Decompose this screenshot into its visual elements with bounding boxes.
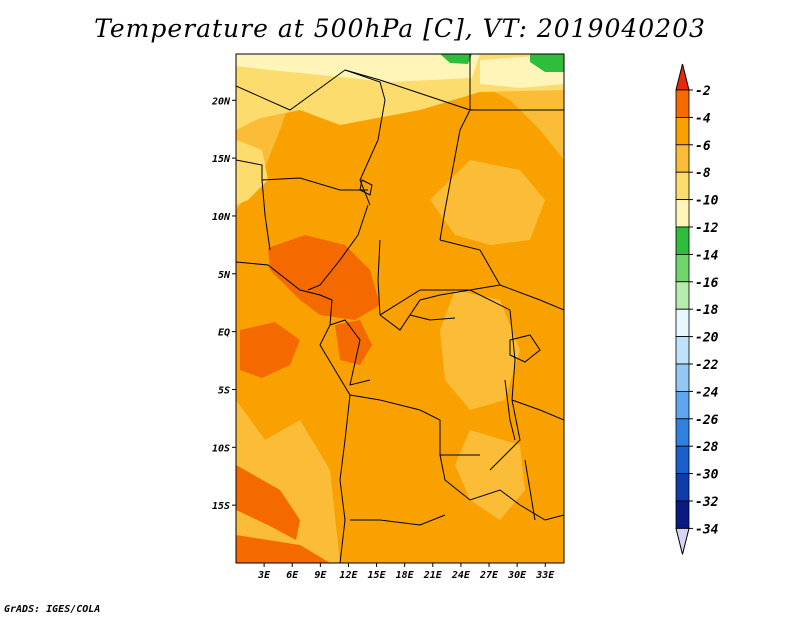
- field-region-12to14: [440, 54, 472, 64]
- colorbar-label: -30: [695, 468, 719, 483]
- lake-victoria: [509, 334, 541, 363]
- border-libya-chad: [344, 54, 471, 111]
- colorbar-label: -2: [695, 84, 711, 99]
- border-sudan-chad: [439, 109, 471, 241]
- x-tick-label: 18E: [396, 570, 415, 581]
- colorbar-swatch: [675, 144, 690, 173]
- colorbar-swatch: [675, 390, 690, 420]
- lake-tanganyika: [504, 379, 516, 441]
- field-region-2to4-equator: [240, 322, 300, 378]
- axes: 3E 6E 9E 12E 15E 18E 21E 24E 27E 30E 33E 20N 15N 10N 5…: [211, 96, 555, 581]
- y-tick-label: 15S: [212, 501, 230, 512]
- colorbar-swatch: [675, 336, 690, 365]
- y-tick-label: 20N: [211, 96, 231, 107]
- border-niger-nigeria: [261, 177, 368, 191]
- border-zambia: [439, 454, 521, 506]
- border-south-sudan-ethiopia: [499, 284, 564, 311]
- lake-malawi: [524, 459, 536, 521]
- river-congo: [409, 314, 456, 321]
- colorbar-label: -32: [695, 495, 719, 510]
- colorbar-label: -26: [695, 413, 719, 428]
- border-drc-north: [379, 289, 511, 331]
- grads-credit: GrADS: IGES/COLA: [4, 604, 101, 615]
- chart-title: Temperature at 500hPa [C], VT: 201904020…: [94, 14, 706, 43]
- field-region-2to4-southwest: [236, 535, 330, 563]
- colorbar-label: -12: [695, 221, 719, 236]
- colorbar-swatch: [675, 199, 690, 228]
- colorbar-swatch: [675, 308, 690, 338]
- plot-frame: [235, 53, 565, 564]
- x-tick-label: 30E: [507, 570, 527, 581]
- colorbar-swatch: [675, 171, 690, 200]
- colorbar-label: -16: [695, 276, 719, 291]
- field-region-2to4-west: [268, 235, 380, 320]
- x-tick-label: 6E: [286, 570, 299, 581]
- field-region-2to4-interior: [335, 320, 372, 365]
- colorbar-bottom-arrow: [675, 527, 690, 555]
- colorbar-swatch: [675, 445, 690, 475]
- colorbar-label: -22: [695, 358, 719, 373]
- colorbar-swatch: [675, 226, 690, 255]
- x-tick-label: 24E: [451, 570, 471, 581]
- x-tick-label: 12E: [339, 570, 358, 581]
- coastline-gulf: [236, 261, 351, 563]
- colorbar-label: -14: [695, 248, 719, 263]
- border-angola-south: [350, 514, 446, 526]
- border-nigeria-cameroon: [307, 204, 369, 291]
- colorbar-label: -6: [695, 139, 711, 154]
- border-benin-togo: [261, 179, 271, 251]
- colorbar-label: -28: [695, 440, 719, 455]
- field-region-12to14-northeast: [530, 54, 564, 72]
- colorbar-swatch: [675, 418, 690, 447]
- colorbar-label: -18: [695, 303, 719, 318]
- field-region-2to4-coast: [236, 465, 300, 540]
- y-tick-label: 15N: [212, 154, 231, 165]
- field-region-6to8-east: [430, 160, 545, 245]
- lake-chad: [359, 179, 373, 196]
- colorbar-label: -20: [695, 331, 719, 346]
- colorbar-label: -34: [695, 522, 719, 537]
- colorbar-label: -4: [695, 111, 711, 126]
- field-region-6to8-central: [440, 290, 520, 410]
- border-tanzania: [511, 399, 564, 421]
- temperature-field: [236, 54, 564, 563]
- x-tick-label: 33E: [535, 570, 555, 581]
- colorbar-label: -24: [695, 385, 719, 400]
- colorbar-swatch: [675, 253, 690, 283]
- colorbar-swatch: [675, 363, 690, 392]
- y-tick-label: 5N: [218, 270, 231, 281]
- x-tick-label: 21E: [423, 570, 443, 581]
- colorbar-swatch: [675, 473, 690, 502]
- colorbar-swatch: [675, 117, 690, 146]
- colorbar-swatch: [675, 281, 690, 310]
- colorbar-swatch: [675, 500, 690, 529]
- x-tick-label: 27E: [479, 570, 499, 581]
- y-tick-label: 5S: [218, 385, 230, 396]
- border-gabon-congo: [329, 319, 371, 386]
- y-tick-label: 10N: [212, 212, 231, 223]
- border-mozambique: [519, 504, 564, 521]
- colorbar: -2 -4 -6 -8 -10 -12 -14 -16 -18 -20 -22 -24 -26 -28 -3…: [675, 63, 719, 555]
- field-region-10to12: [236, 54, 480, 82]
- x-tick-label: 15E: [368, 570, 387, 581]
- border-drc-angola: [349, 394, 480, 456]
- colorbar-swatch: [675, 89, 690, 118]
- colorbar-label: -8: [695, 166, 711, 181]
- field-region-8to10-west: [236, 140, 268, 205]
- y-tick-label: EQ: [218, 328, 230, 339]
- x-tick-label: 9E: [314, 570, 327, 581]
- colorbar-label: -10: [695, 194, 719, 209]
- border-burkina: [236, 159, 263, 180]
- x-tick-label: 3E: [257, 570, 271, 581]
- y-tick-label: 10S: [212, 443, 230, 454]
- border-car-sudan: [379, 239, 501, 316]
- border-cameroon-car: [377, 239, 381, 316]
- country-borders: [236, 54, 564, 563]
- colorbar-top-arrow: [675, 63, 690, 91]
